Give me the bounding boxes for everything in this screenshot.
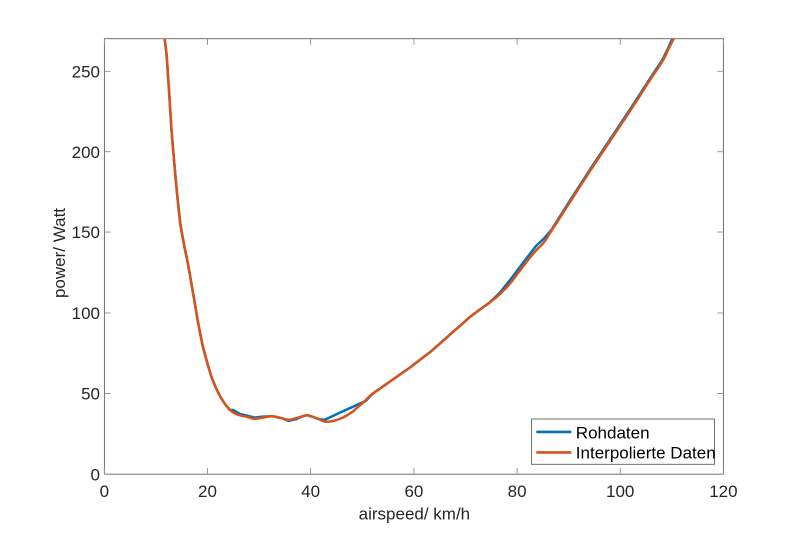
svg-text:100: 100 — [606, 482, 634, 501]
svg-text:50: 50 — [81, 385, 100, 404]
svg-text:power/ Watt: power/ Watt — [50, 208, 69, 298]
svg-text:100: 100 — [72, 304, 100, 323]
svg-text:40: 40 — [301, 482, 320, 501]
svg-text:200: 200 — [72, 143, 100, 162]
svg-text:20: 20 — [198, 482, 217, 501]
svg-text:0: 0 — [100, 482, 109, 501]
svg-text:0: 0 — [91, 465, 100, 484]
svg-text:120: 120 — [709, 482, 737, 501]
svg-text:80: 80 — [508, 482, 527, 501]
svg-text:60: 60 — [404, 482, 423, 501]
svg-text:Interpolierte Daten: Interpolierte Daten — [576, 444, 716, 463]
svg-text:250: 250 — [72, 62, 100, 81]
svg-text:airspeed/ km/h: airspeed/ km/h — [359, 505, 471, 524]
svg-text:Rohdaten: Rohdaten — [576, 423, 650, 442]
svg-text:150: 150 — [72, 223, 100, 242]
